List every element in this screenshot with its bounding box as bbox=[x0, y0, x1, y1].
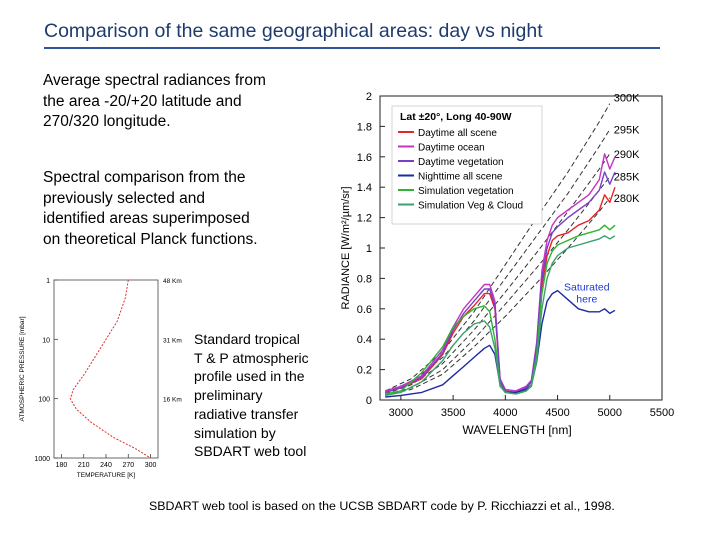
footnote: SBDART web tool is based on the UCSB SBD… bbox=[149, 499, 615, 513]
legend-box bbox=[391, 105, 543, 225]
profile-y-tick-label: 10 bbox=[42, 337, 50, 344]
planck-temperature-label: 295K bbox=[614, 124, 640, 136]
series-line bbox=[385, 171, 616, 394]
saturation-annotation: here bbox=[576, 294, 597, 306]
comparison-line: on theoretical Planck functions. bbox=[43, 230, 258, 248]
y-tick-label: 0.6 bbox=[357, 304, 372, 316]
comparison-line: previously selected and bbox=[43, 189, 205, 207]
profile-note-line: radiative transfer bbox=[194, 405, 299, 422]
chart-title: Lat ±20°, Long 40-90W bbox=[400, 111, 512, 123]
slide-title: Comparison of the same geographical area… bbox=[44, 20, 543, 42]
y-axis-label: RADIANCE [W/m²/µm/sr] bbox=[340, 186, 352, 309]
planck-temperature-label: 290K bbox=[614, 149, 640, 161]
profile-y-tick-label: 1 bbox=[46, 278, 50, 285]
intro-line: Average spectral radiances from bbox=[43, 72, 266, 89]
series-line bbox=[385, 235, 616, 397]
planck-temperature-label: 300K bbox=[614, 93, 640, 105]
x-tick-label: 4500 bbox=[545, 407, 569, 419]
planck-curve bbox=[385, 176, 611, 396]
profile-x-tick-label: 210 bbox=[78, 462, 90, 469]
altitude-label: 48 Km bbox=[163, 278, 182, 285]
planck-temperature-label: 280K bbox=[614, 193, 640, 205]
intro-line: 270/320 longitude. bbox=[43, 113, 171, 130]
intro-paragraph: Average spectral radiances from the area… bbox=[43, 71, 266, 133]
y-tick-label: 0 bbox=[366, 395, 372, 407]
legend-label: Daytime ocean bbox=[418, 143, 485, 154]
y-tick-label: 1 bbox=[366, 243, 372, 255]
profile-note-line: profile used in the bbox=[194, 368, 305, 385]
planck-curve bbox=[385, 129, 611, 393]
title-underline bbox=[44, 47, 660, 49]
comparison-line: identified areas superimposed bbox=[43, 210, 250, 227]
series-line bbox=[385, 153, 616, 392]
planck-curve bbox=[385, 197, 611, 396]
y-tick-label: 1.4 bbox=[357, 182, 372, 194]
chart-legend: Lat ±20°, Long 40-90W Daytime all scene Da… bbox=[391, 105, 543, 225]
profile-note-line: T & P atmospheric bbox=[194, 349, 309, 366]
intro-line: the area -20/+20 latitude and bbox=[43, 92, 242, 110]
profile-note-line: SBDART web tool bbox=[194, 443, 307, 460]
temperature-profile-chart: 1 10 100 1000 180 210 240 270 300 TEMPERATURE [K]… bbox=[19, 278, 182, 479]
profile-x-tick-label: 270 bbox=[122, 462, 134, 469]
y-tick-label: 1.2 bbox=[357, 213, 372, 225]
legend-label: Nighttime all scene bbox=[418, 172, 503, 183]
legend-label: Simulation vegetation bbox=[418, 186, 514, 197]
x-tick-label: 3500 bbox=[441, 407, 465, 419]
profile-x-tick-label: 300 bbox=[145, 462, 157, 469]
profile-note-line: preliminary bbox=[194, 387, 263, 404]
planck-temperature-label: 285K bbox=[614, 172, 640, 184]
profile-note: Standard tropical T & P atmospheric prof… bbox=[194, 330, 309, 461]
x-tick-label: 5500 bbox=[650, 407, 674, 419]
x-tick-label: 5000 bbox=[598, 407, 622, 419]
altitude-label: 16 Km bbox=[163, 397, 182, 404]
profile-y-tick-label: 100 bbox=[38, 397, 50, 404]
profile-y-tick-label: 1000 bbox=[34, 456, 50, 463]
y-tick-label: 1.8 bbox=[357, 121, 372, 133]
profile-note-line: Standard tropical bbox=[194, 331, 300, 347]
y-tick-label: 0.8 bbox=[357, 273, 372, 285]
profile-x-axis-label: TEMPERATURE [K] bbox=[77, 472, 136, 479]
profile-x-tick-label: 180 bbox=[56, 462, 68, 469]
spectral-radiance-chart: 0 0.2 0.4 0.6 0.8 1 1.2 1.4 1.6 1.8 2 3000 3500 4000 4… bbox=[340, 91, 674, 437]
y-tick-label: 0.4 bbox=[357, 334, 372, 346]
altitude-label: 31 Km bbox=[163, 337, 182, 344]
y-tick-label: 1.6 bbox=[357, 152, 372, 164]
planck-curve bbox=[384, 103, 611, 392]
series-line bbox=[385, 289, 616, 398]
legend-label: Daytime vegetation bbox=[418, 157, 504, 168]
x-axis-label: WAVELENGTH [nm] bbox=[462, 423, 571, 437]
profile-line bbox=[69, 279, 151, 459]
profile-note-line: simulation by bbox=[194, 424, 276, 441]
legend-label: Simulation Veg & Cloud bbox=[418, 201, 523, 212]
x-tick-label: 4000 bbox=[493, 407, 517, 419]
x-tick-label: 3000 bbox=[389, 407, 413, 419]
profile-x-tick-label: 240 bbox=[100, 462, 112, 469]
saturation-annotation: Saturated bbox=[564, 282, 610, 294]
comparison-paragraph: Spectral comparison from the previously … bbox=[43, 168, 258, 250]
legend-label: Daytime all scene bbox=[418, 128, 497, 139]
profile-y-axis-label: ATMOSPHERIC PRESSURE [mbar] bbox=[19, 316, 26, 421]
y-tick-label: 0.2 bbox=[357, 365, 372, 377]
y-tick-label: 2 bbox=[366, 91, 372, 103]
profile-frame bbox=[53, 279, 159, 459]
comparison-line: Spectral comparison from the bbox=[43, 169, 246, 186]
